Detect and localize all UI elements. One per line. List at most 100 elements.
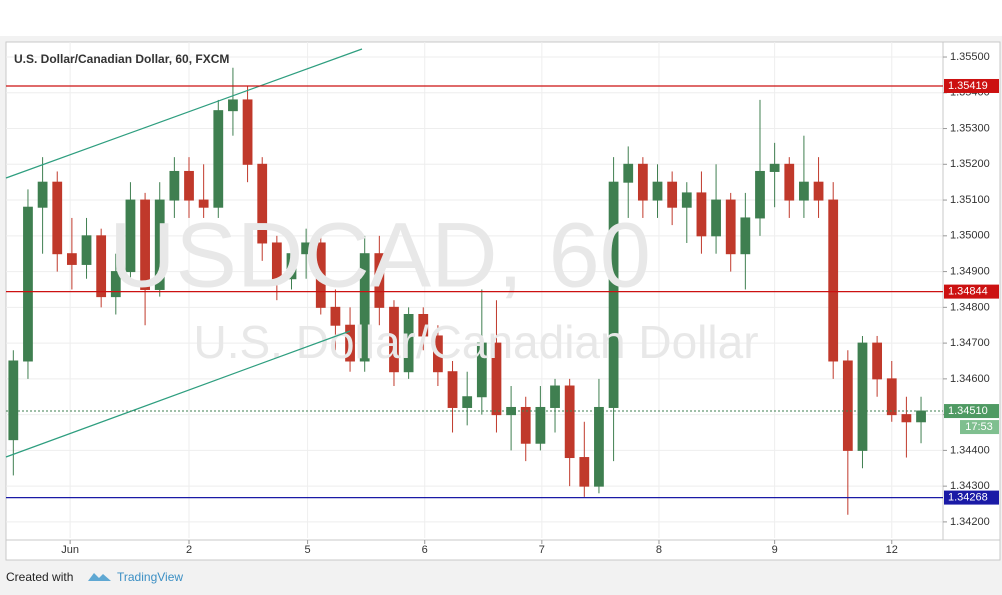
candle-body [608,181,619,408]
level-label: 1.35419 [948,80,988,92]
y-tick-label: 1.34700 [950,337,990,349]
x-tick-label: 2 [186,544,192,556]
y-tick-label: 1.34800 [950,301,990,313]
candle-body [154,199,165,290]
x-tick-label: Jun [61,544,79,556]
candle-body [125,199,136,273]
trend-line [5,48,363,179]
x-tick-label: 6 [422,544,428,556]
watermark: USDCAD, 60 [109,204,651,306]
candle-body [886,378,897,416]
level-label: 1.34844 [948,286,988,298]
candle-body [535,406,546,444]
candle-body [696,192,707,237]
x-tick-label: 12 [886,544,898,556]
footer-created: Created with [6,570,73,584]
y-tick-label: 1.34600 [950,373,990,385]
candle-body [198,199,209,208]
candle-body [52,181,63,255]
y-tick-label: 1.34400 [950,444,990,456]
candle-body [857,342,868,451]
candle-body [462,396,473,408]
x-tick-label: 7 [539,544,545,556]
candle-body [564,385,575,459]
candle-body [257,163,268,244]
y-tick-label: 1.34200 [950,516,990,528]
x-tick-label: 8 [656,544,662,556]
candle-body [755,170,765,219]
current-price-box [944,404,999,419]
candle-body [740,217,751,255]
y-tick-label: 1.35100 [950,194,990,206]
y-tick-label: 1.35200 [950,158,990,170]
y-tick-label: 1.35000 [950,230,990,242]
candle-body [271,242,282,280]
top-bar [0,0,1002,36]
candle-body [242,99,253,165]
candle-body [916,410,926,423]
candle-body [828,199,839,362]
y-tick-label: 1.35300 [950,122,990,134]
candle-body [66,253,77,265]
candle-body [110,271,121,298]
y-tick-label: 1.35500 [950,51,990,63]
candle-body [374,253,385,308]
countdown-box [960,420,999,435]
current-price-label: 1.34510 [948,405,988,417]
candle-body [403,313,414,373]
level-label-box [944,78,999,93]
watermark-subtitle: U.S. Dollar/Canadian Dollar [193,316,758,368]
candle-body [418,313,429,337]
candle-body [345,324,355,362]
candle-body [23,206,33,362]
candle-body [433,335,443,373]
candle-body [681,192,692,208]
candle-body [315,242,326,308]
candle-body [637,163,648,201]
candle-body [184,170,194,201]
candle-body [228,99,238,112]
candle-body [169,170,180,201]
candle-body [725,199,736,255]
candle-body [447,371,458,408]
candle-body [286,253,297,280]
candle-body [520,406,531,444]
candle-body [330,306,341,326]
x-tick-label: 9 [772,544,778,556]
candle-body [799,181,809,201]
footer [0,562,1002,595]
candle-body [872,342,883,380]
candle-body [901,414,912,423]
candle-body [842,360,853,451]
candle-body [81,235,92,265]
y-tick-label: 1.34900 [950,265,990,277]
candle-body [491,342,502,416]
plot-area [6,42,943,538]
candle-body [389,306,399,373]
candle-body [96,235,107,298]
candle-body [813,181,824,201]
candle-body [476,342,487,398]
footer-brand[interactable]: TradingView [117,570,183,584]
candle-body [37,181,48,208]
candle-body [213,110,224,208]
candle-body [579,457,590,487]
x-tick-label: 5 [305,544,311,556]
candle-body [667,181,678,208]
brand-logo [88,573,111,581]
candle-body [140,199,150,290]
candle-body [623,163,634,183]
candle-body [8,360,19,441]
candle-body [359,253,370,362]
y-tick-label: 1.34300 [950,480,990,492]
level-label-box [944,490,999,505]
candle-body [784,163,795,201]
candle-body [550,385,560,408]
candle-body [652,181,663,201]
candle-body [301,242,312,255]
countdown: 17:53 [965,421,993,433]
level-label-box [944,284,999,299]
chart-title: U.S. Dollar/Canadian Dollar, 60, FXCM [14,52,229,66]
